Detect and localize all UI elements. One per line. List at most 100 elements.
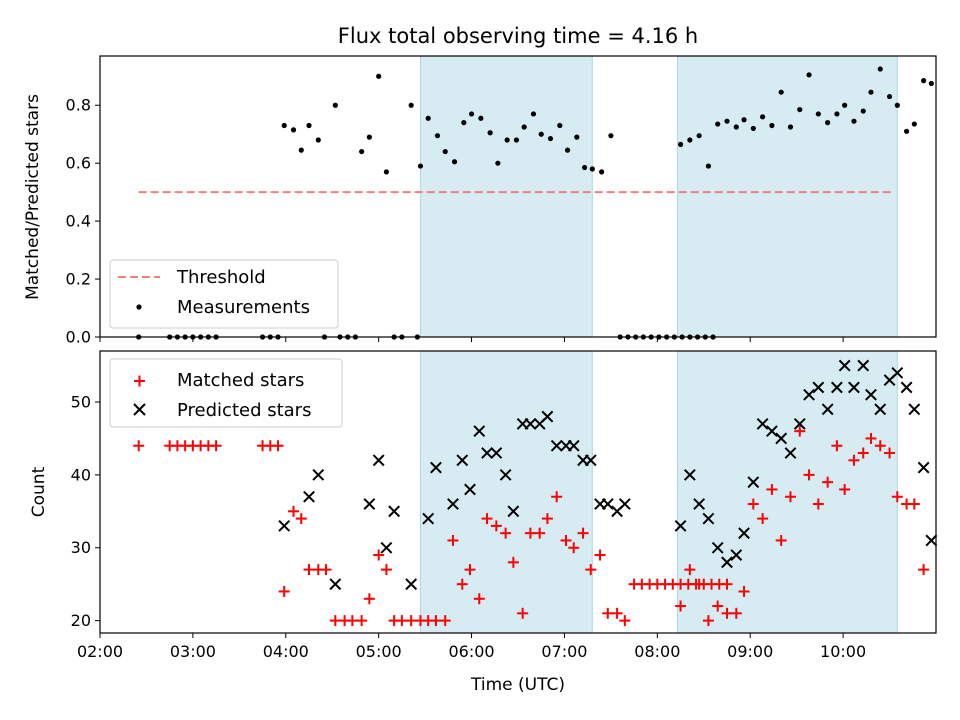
measurement-point: [834, 111, 840, 117]
matched-star-point: [594, 549, 606, 561]
measurement-point: [332, 102, 338, 108]
matched-star-point: [405, 615, 417, 627]
legend-threshold-label: Threshold: [176, 267, 266, 288]
predicted-star-point: [838, 359, 851, 372]
matched-star-point: [675, 600, 687, 612]
top-legend: Threshold Measurements: [109, 259, 339, 329]
predicted-star-point: [848, 381, 860, 394]
matched-star-point: [439, 615, 451, 627]
predicted-x-b: [821, 403, 834, 416]
matched-star-point: [500, 527, 512, 539]
matched-star-point: [803, 469, 815, 481]
measurement-point: [547, 135, 554, 142]
x-tick-label: 04:00: [263, 642, 309, 661]
predicted-x-b: [524, 417, 537, 430]
matched-star-point: [534, 527, 546, 539]
measurement-point: [677, 141, 684, 147]
measurement-point: [425, 115, 431, 121]
measurement-point: [451, 159, 458, 165]
predicted-x-b: [738, 527, 750, 540]
matched-star-point: [346, 615, 358, 627]
predicted-x-b: [567, 439, 580, 452]
measurement-point: [894, 102, 900, 108]
measurement-point: [715, 121, 721, 127]
predicted-x-b: [730, 549, 743, 561]
measurement-point: [733, 124, 739, 130]
matched-star-point: [684, 564, 696, 576]
predicted-star-point: [865, 388, 877, 401]
matched-star-point: [133, 440, 145, 452]
bottom-y-ticks: 20 30 40 50: [71, 393, 100, 630]
measurement-point: [487, 130, 493, 136]
matched-star-point: [541, 513, 553, 525]
matched-star-point: [839, 483, 851, 495]
chart-title: Flux total observing time = 4.16 h: [338, 24, 698, 48]
predicted-star-point: [775, 432, 788, 445]
predicted-x-b: [793, 417, 806, 430]
predicted-star-point: [422, 512, 435, 525]
measurement-point: [842, 102, 848, 108]
matched-star-point: [738, 585, 750, 597]
bottom-shaded-interval: [419, 350, 593, 634]
bottom-shaded-intervals: [419, 350, 898, 634]
matched-star-point: [884, 447, 896, 459]
predicted-star-point: [388, 505, 401, 518]
predicted-x-b: [693, 498, 706, 510]
predicted-x-b: [490, 447, 503, 459]
predicted-star-point: [499, 468, 512, 481]
matched-star-point: [456, 578, 468, 590]
predicted-star-point: [702, 512, 715, 525]
legend-predicted-label: Predicted stars: [177, 400, 311, 421]
measurement-point: [376, 73, 382, 79]
bottom-shaded-interval: [676, 350, 898, 634]
predicted-x-b: [584, 454, 597, 467]
matched-star-point: [363, 593, 375, 605]
predicted-star-point: [693, 498, 706, 510]
measurement-point: [886, 93, 893, 100]
measurement-point: [434, 133, 441, 139]
bottom-axes-frame: [99, 350, 937, 634]
matched-star-point: [874, 440, 886, 452]
matched-star-point: [611, 607, 623, 619]
matched-star-point: [320, 564, 332, 576]
predicted-star-point: [464, 483, 476, 496]
predicted-x-b: [702, 512, 715, 525]
predicted-x-b: [303, 490, 315, 503]
matched-star-point: [585, 564, 597, 576]
predicted-x-b: [473, 425, 486, 438]
measurement-point: [741, 117, 747, 123]
predicted-star-point: [372, 454, 385, 467]
top-y-ticks: 0.0 0.2 0.4 0.6 0.8: [66, 96, 100, 347]
measurement-point: [806, 72, 812, 78]
top-y-tick-label: 0.0: [66, 328, 91, 347]
predicted-star-point: [524, 417, 537, 430]
matched-star-point: [517, 607, 529, 619]
measurement-point: [538, 131, 544, 137]
predicted-star-point: [380, 541, 393, 554]
x-tick-label: 02:00: [77, 642, 123, 661]
legend-predicted-swatch: [133, 403, 146, 416]
measurement-point: [557, 122, 563, 129]
predicted-x-b: [550, 439, 563, 452]
x-tick-label: 08:00: [634, 642, 680, 661]
measurement-point: [797, 106, 803, 113]
matched-star-point: [766, 483, 778, 495]
matched-star-point: [602, 607, 614, 619]
measurement-point: [359, 148, 365, 155]
predicted-star-point: [730, 549, 743, 561]
legend-measurements-label: Measurements: [177, 297, 310, 318]
predicted-star-point: [584, 454, 597, 467]
measurement-point: [778, 89, 784, 95]
predicted-star-point: [793, 417, 806, 430]
predicted-x-b: [874, 403, 887, 416]
measurement-point: [851, 118, 857, 124]
predicted-star-point: [473, 425, 486, 438]
matched-star-point: [551, 491, 563, 503]
predicted-x-b: [507, 505, 520, 518]
matched-star-point: [210, 440, 222, 452]
measurement-point: [306, 122, 312, 129]
matched-star-point: [891, 491, 903, 503]
predicted-star-point: [456, 454, 469, 467]
measurement-point: [417, 163, 424, 169]
matched-star-point: [288, 505, 300, 517]
